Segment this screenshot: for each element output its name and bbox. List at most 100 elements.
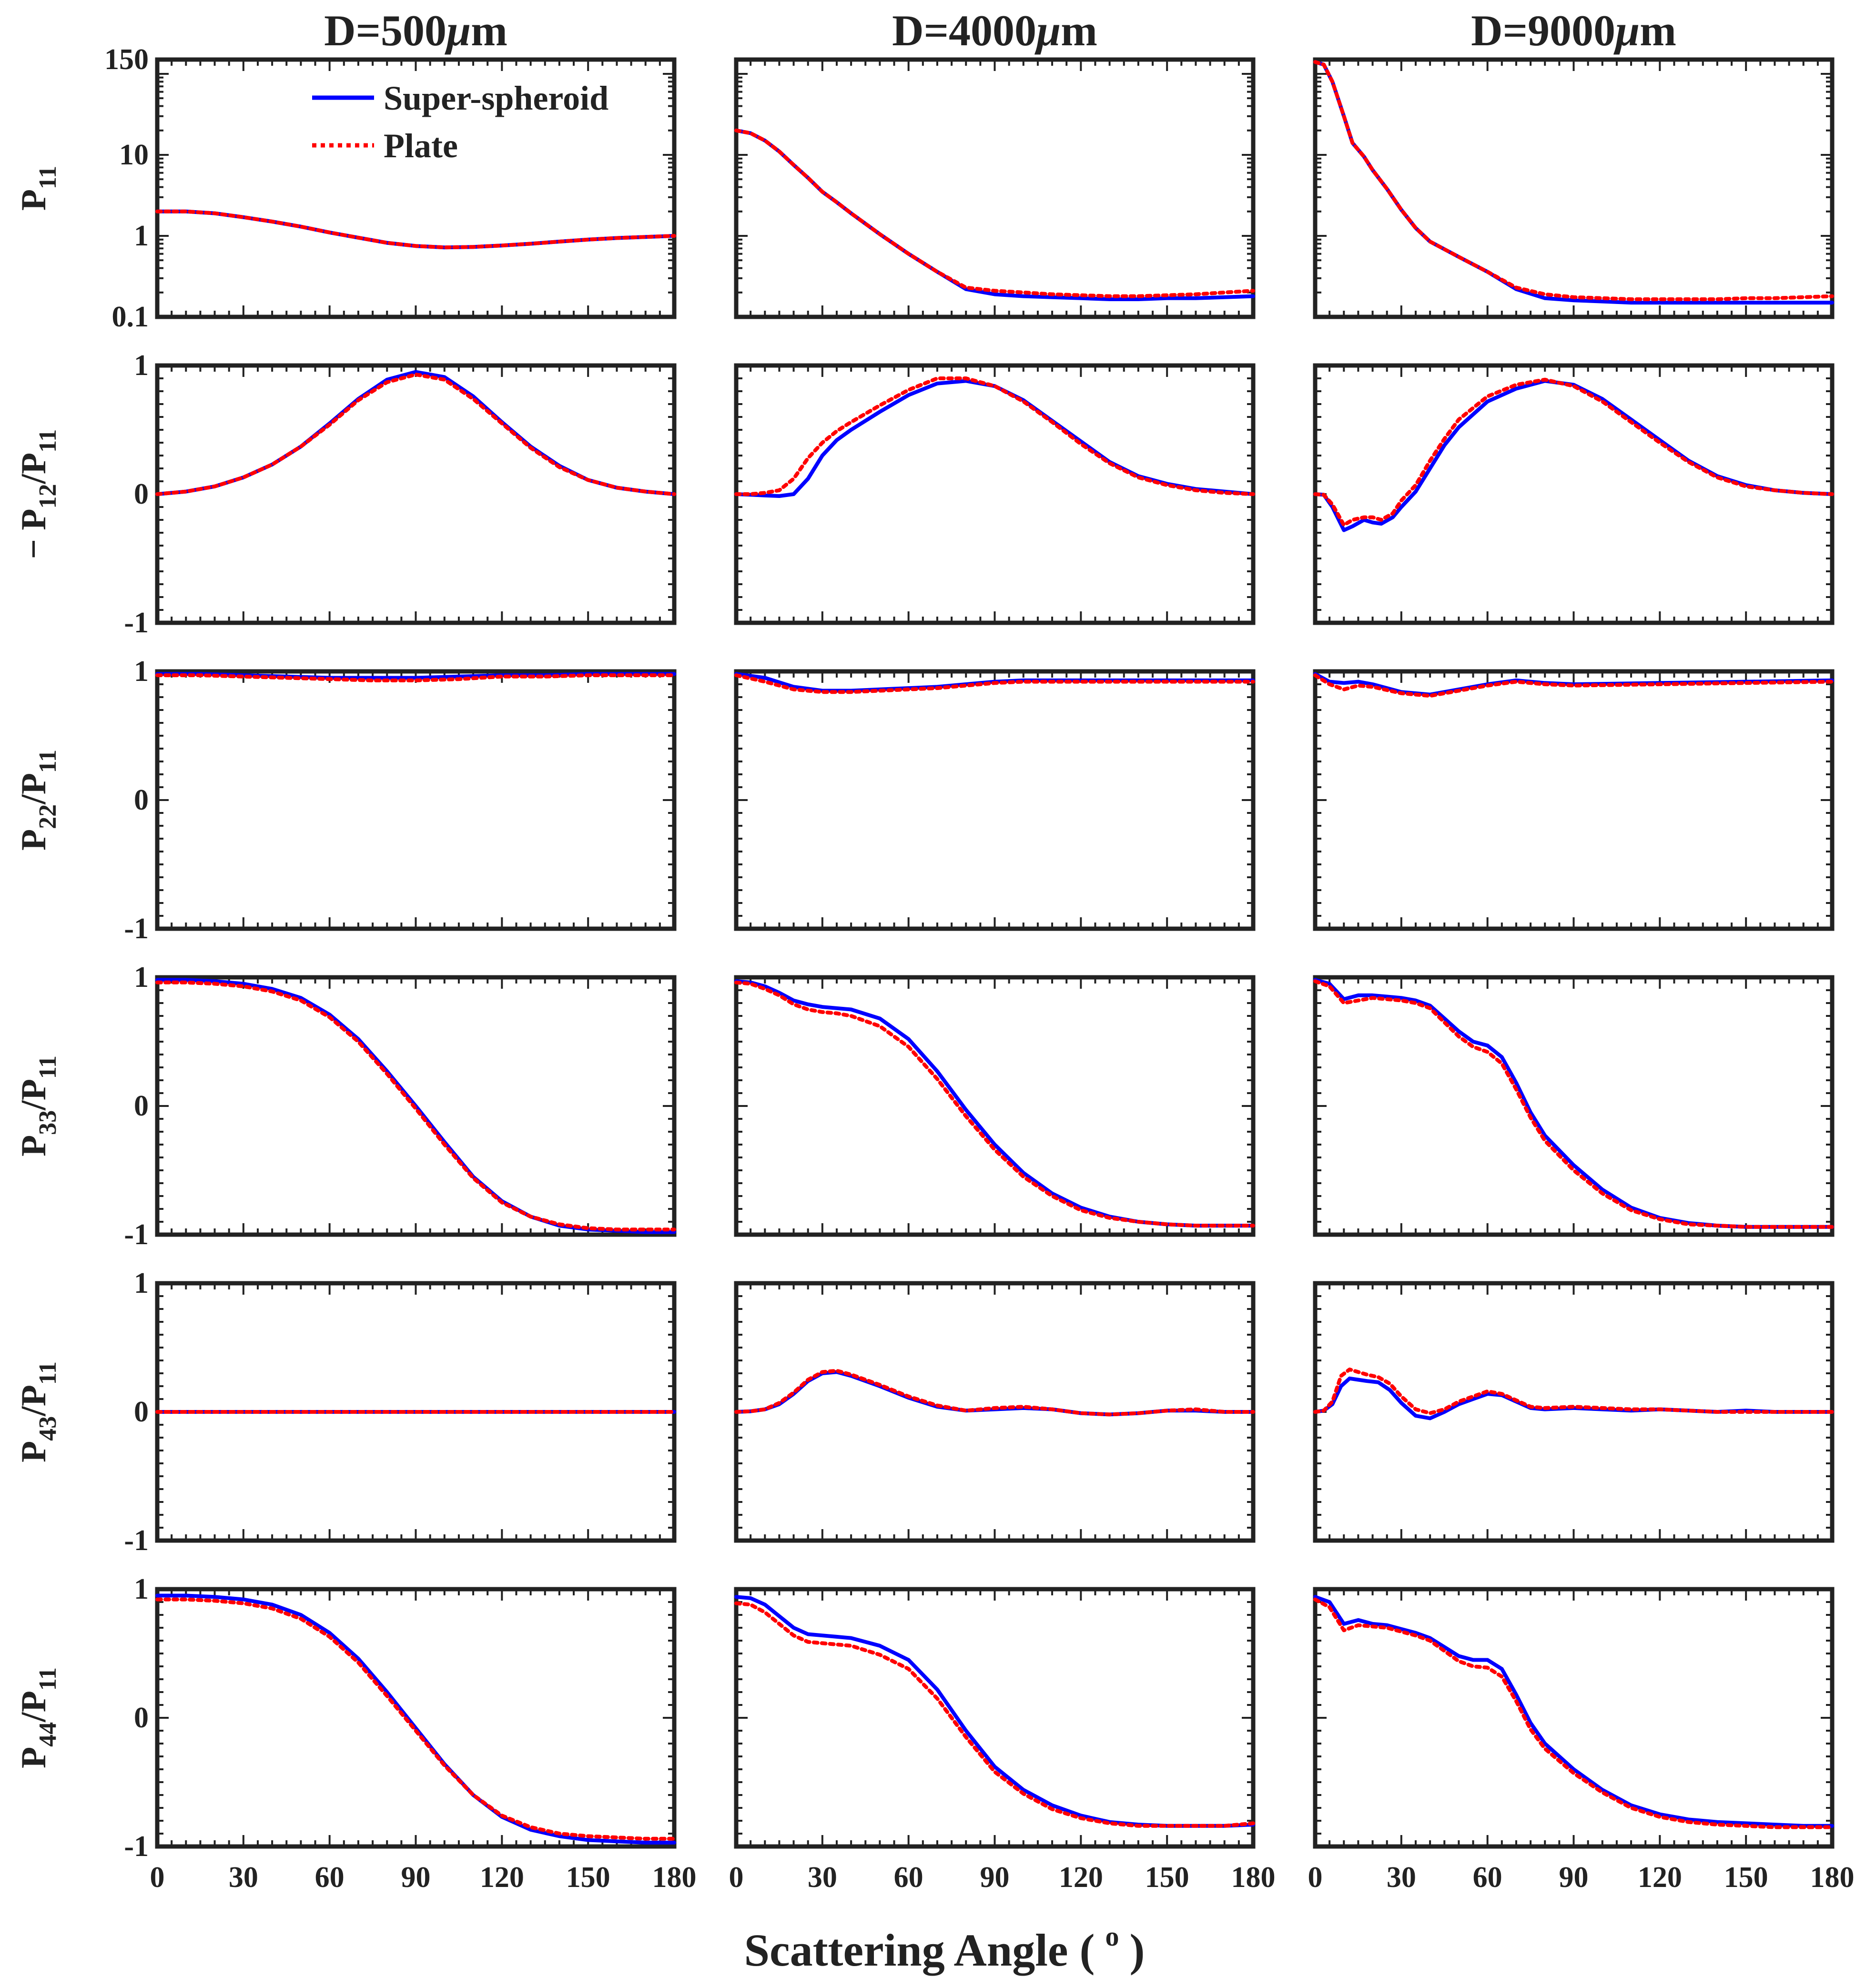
panel-P11-col1: 0.1 1 10 150 [104, 43, 677, 333]
column-title-3: D=9000μm [1471, 6, 1676, 55]
series-line-plate [155, 980, 676, 1232]
x-tick-label: 120 [1059, 1861, 1103, 1894]
panel-frame [734, 975, 1256, 1237]
panel-P44P11-col2: 0 30 60 90 120 150 180 [729, 1587, 1276, 1894]
y-label-sub: 44 [34, 1722, 61, 1747]
series-line-plate [1313, 1597, 1834, 1829]
panel-P22P11-col2 [734, 669, 1256, 931]
x-tick-label: 30 [1387, 1861, 1416, 1894]
x-axis-label-degree: o [1105, 1921, 1119, 1952]
series-line-plate [734, 1369, 1255, 1417]
panel-P12P11-col3 [1313, 363, 1835, 625]
panel-frame [1313, 57, 1835, 319]
series-line-plate [1313, 979, 1834, 1229]
panel-frame [155, 363, 677, 625]
column-title-mu: μ [445, 6, 471, 55]
y-tick-label: 1 [134, 349, 149, 382]
x-tick-label: 180 [652, 1861, 697, 1894]
series-line-plate [734, 376, 1255, 496]
panel-P44P11-col3: 0 30 60 90 120 150 180 [1308, 1587, 1855, 1894]
series-line-super-spheroid [1313, 978, 1834, 1229]
series-line-plate [155, 209, 676, 250]
x-tick-label: 180 [1810, 1861, 1855, 1894]
y-tick-label: -1 [124, 1218, 149, 1251]
panel-P43P11-col1: -1 0 1 [124, 1267, 677, 1557]
panel-frame [1313, 975, 1835, 1237]
x-tick-label: 30 [808, 1861, 837, 1894]
x-tick-label: 120 [1638, 1861, 1682, 1894]
series-line-plate [1313, 60, 1834, 301]
y-label-main: P [14, 829, 53, 851]
series-line-plate [1313, 377, 1834, 527]
series-line-plate [1313, 1367, 1834, 1415]
y-label-main: − P [14, 509, 53, 559]
y-tick-label: 10 [119, 139, 149, 171]
y-tick-label: -1 [124, 607, 149, 639]
y-tick-label: 150 [104, 43, 149, 76]
panel-P33P11-col3 [1313, 975, 1835, 1237]
series-line-super-spheroid [734, 979, 1255, 1228]
series-line-super-spheroid [1313, 1595, 1834, 1828]
y-label-sub: 11 [34, 166, 61, 189]
legend-label-super-spheroid: Super-spheroid [384, 79, 608, 117]
x-tick-label: 90 [401, 1861, 431, 1894]
y-axis-label-P43P11: P43/P11 [14, 1361, 61, 1462]
y-label-main: P [14, 1135, 53, 1156]
y-tick-label: -1 [124, 913, 149, 945]
panel-frame [734, 363, 1256, 625]
series-line-super-spheroid [1313, 60, 1834, 305]
y-axis-label-P22P11: P22/P11 [14, 750, 61, 851]
series-line-super-spheroid [155, 1593, 676, 1845]
y-tick-label: 1 [134, 1267, 149, 1299]
panel-frame [155, 669, 677, 931]
x-tick-label: 150 [566, 1861, 610, 1894]
column-title-prefix: D=9000 [1471, 6, 1615, 55]
y-label-tail-sub: 11 [34, 1361, 61, 1385]
y-axis-label-P11: P11 [14, 166, 61, 211]
y-label-sub: 12 [34, 484, 61, 509]
x-tick-label: 0 [729, 1861, 744, 1894]
column-title-prefix: D=500 [324, 6, 446, 55]
panel-P11-col2 [734, 57, 1256, 319]
y-label-main: P [14, 1441, 53, 1462]
panel-P43P11-col3 [1313, 1281, 1835, 1543]
column-title-unit: m [1640, 6, 1676, 55]
panel-P33P11-col2 [734, 975, 1256, 1237]
panel-frame [155, 1587, 677, 1849]
series-line-super-spheroid [734, 128, 1255, 301]
y-label-tail: /P [14, 453, 53, 485]
panel-P43P11-col2 [734, 1281, 1256, 1543]
y-tick-label: 0 [134, 1090, 149, 1122]
series-line-plate [734, 673, 1255, 694]
series-line-super-spheroid [1313, 379, 1834, 532]
y-label-tail-sub: 11 [34, 1055, 61, 1079]
y-axis-label-P12P11: − P12/P11 [14, 429, 61, 559]
series-line-super-spheroid [734, 379, 1255, 498]
x-tick-label: 150 [1724, 1861, 1768, 1894]
x-tick-label: 90 [1559, 1861, 1589, 1894]
y-tick-label: 0 [134, 784, 149, 816]
panel-P12P11-col2 [734, 363, 1256, 625]
x-tick-label: 30 [229, 1861, 258, 1894]
panel-frame [734, 57, 1256, 319]
series-line-plate [155, 1597, 676, 1841]
y-tick-label: 0 [134, 1396, 149, 1428]
column-title-mu: μ [1613, 6, 1640, 55]
y-tick-label: 1 [134, 961, 149, 994]
column-title-prefix: D=4000 [892, 6, 1036, 55]
x-tick-label: 150 [1145, 1861, 1189, 1894]
x-tick-label: 0 [1308, 1861, 1323, 1894]
y-label-tail: /P [14, 1385, 53, 1417]
column-title-unit: m [471, 6, 507, 55]
x-tick-label: 60 [315, 1861, 345, 1894]
y-tick-label: 0.1 [112, 301, 149, 333]
x-tick-label: 0 [150, 1861, 165, 1894]
series-line-super-spheroid [734, 1595, 1255, 1828]
panel-P33P11-col1: -1 0 1 [124, 961, 677, 1251]
y-label-tail: /P [14, 1691, 53, 1723]
series-line-plate [734, 128, 1255, 298]
y-tick-label: -1 [124, 1830, 149, 1863]
panel-frame [1313, 363, 1835, 625]
y-tick-label: -1 [124, 1524, 149, 1557]
